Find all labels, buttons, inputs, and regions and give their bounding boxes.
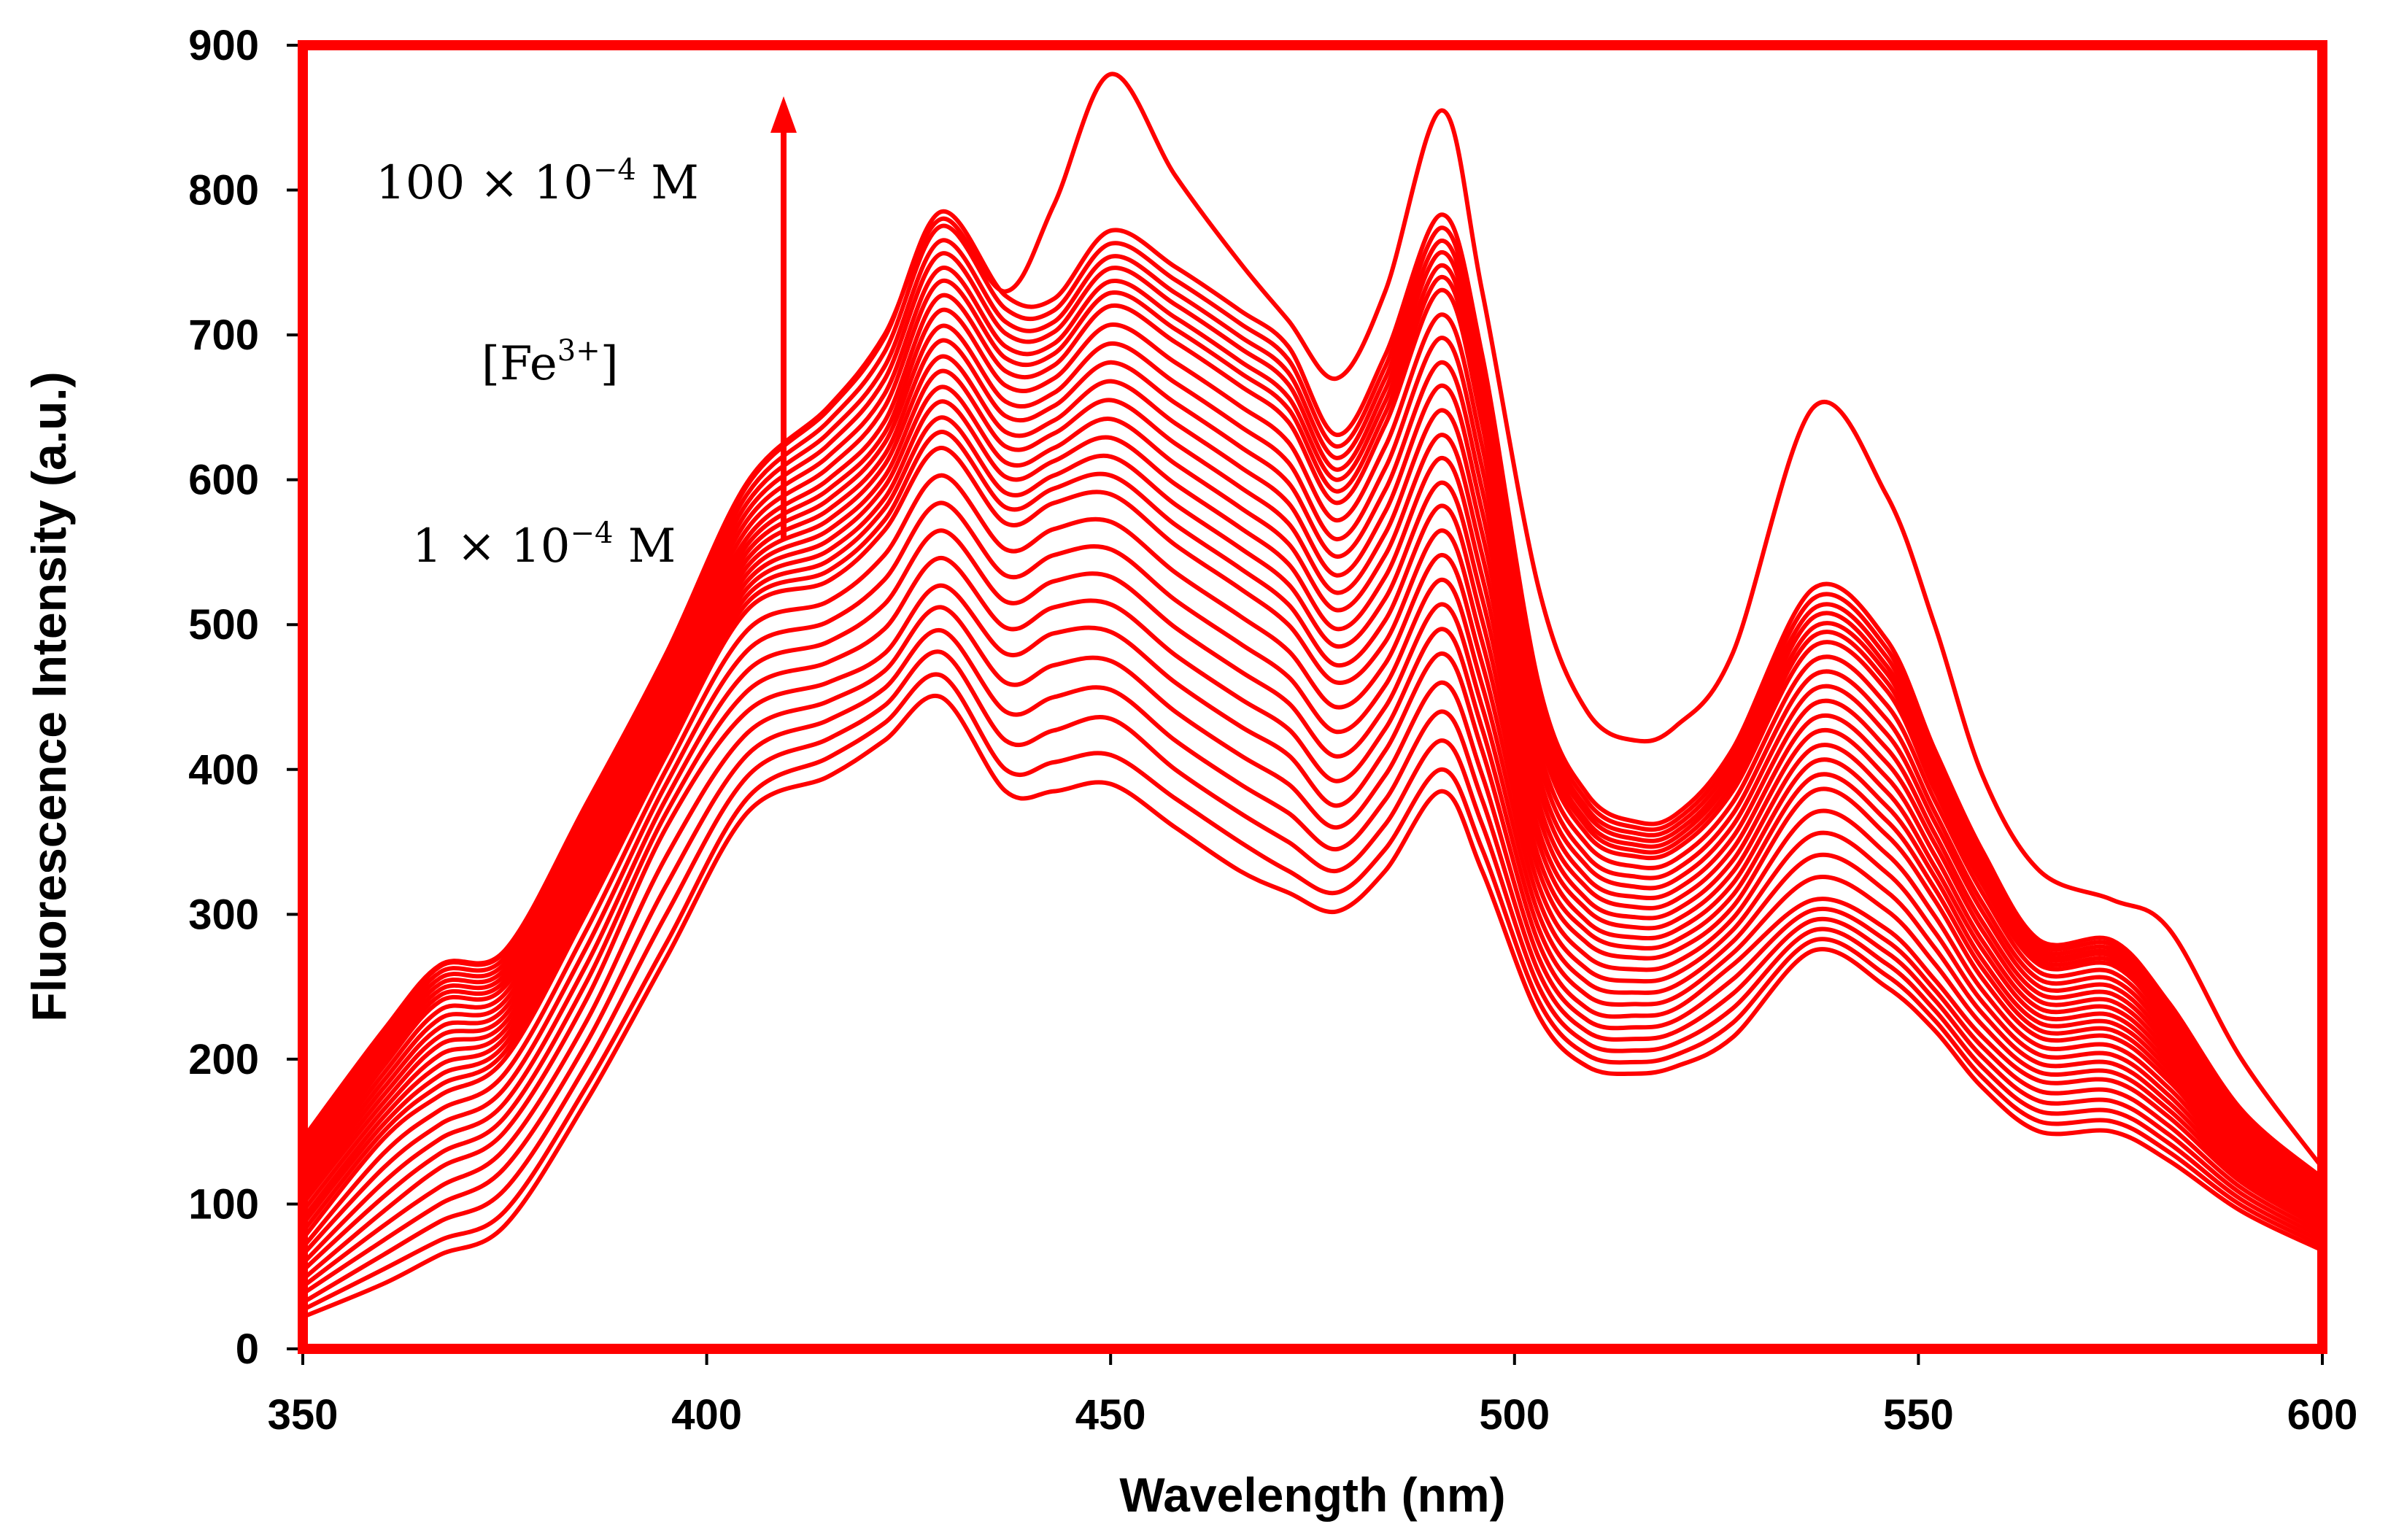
y-axis-ticks: 0 100 200 300 400 500 600 700 800 900 xyxy=(188,22,303,1373)
spectrum-line-20 xyxy=(301,307,2325,1191)
x-tick-label: 350 xyxy=(268,1391,339,1439)
spectrum-line-26 xyxy=(301,223,2325,1182)
x-tick-label: 500 xyxy=(1479,1391,1550,1439)
y-tick-label: 600 xyxy=(188,457,259,504)
spectrum-line-6 xyxy=(301,583,2325,1282)
spectrum-line-2 xyxy=(301,672,2325,1312)
y-tick-label: 300 xyxy=(188,891,259,938)
spectrum-line-16 xyxy=(301,368,2325,1207)
x-axis-title: Wavelength (nm) xyxy=(1119,1468,1505,1522)
spectrum-line-3 xyxy=(301,649,2325,1305)
spectrum-line-10 xyxy=(301,473,2325,1250)
spectrum-line-1 xyxy=(301,693,2325,1320)
spectrum-line-24 xyxy=(301,249,2325,1185)
concentration-annotation: 100 × 10−4 M [Fe3+] 1 × 10−4 M xyxy=(376,96,797,573)
y-tick-label: 200 xyxy=(188,1036,259,1083)
y-tick-label: 0 xyxy=(236,1326,259,1373)
x-tick-label: 600 xyxy=(2287,1391,2358,1439)
spectrum-line-13 xyxy=(301,415,2325,1227)
x-tick-label: 450 xyxy=(1075,1391,1146,1439)
spectrum-line-28 xyxy=(301,71,2325,1170)
spectrum-line-17 xyxy=(301,354,2325,1201)
spectrum-line-12 xyxy=(301,430,2325,1234)
spectra-series xyxy=(301,71,2325,1320)
spectrum-line-18 xyxy=(301,338,2325,1196)
x-axis-ticks: 350 400 450 500 550 600 xyxy=(268,1349,2358,1439)
spectrum-line-14 xyxy=(301,399,2325,1221)
spectrum-line-23 xyxy=(301,263,2325,1185)
spectrum-line-7 xyxy=(301,555,2325,1273)
spectrum-line-21 xyxy=(301,287,2325,1188)
y-tick-label: 500 xyxy=(188,601,259,649)
spectrum-line-4 xyxy=(301,628,2325,1296)
spectrum-line-9 xyxy=(301,500,2325,1257)
plot-frame xyxy=(298,40,2327,1354)
y-tick-label: 800 xyxy=(188,167,259,214)
spectrum-line-15 xyxy=(301,384,2325,1214)
y-axis-title: Fluorescence Intensity (a.u.) xyxy=(22,371,76,1021)
x-tick-label: 400 xyxy=(671,1391,742,1439)
spectrum-line-22 xyxy=(301,274,2325,1186)
species-label: [Fe3+] xyxy=(482,334,619,391)
increase-arrow-head-icon xyxy=(770,96,797,133)
y-tick-label: 100 xyxy=(188,1180,259,1228)
spectrum-line-8 xyxy=(301,528,2325,1266)
bottom-concentration-label: 1 × 10−4 M xyxy=(412,516,676,573)
y-tick-label: 400 xyxy=(188,746,259,794)
x-tick-label: 550 xyxy=(1883,1391,1954,1439)
spectrum-line-11 xyxy=(301,446,2325,1242)
spectrum-line-5 xyxy=(301,605,2325,1289)
y-tick-label: 700 xyxy=(188,312,259,359)
y-tick-label: 900 xyxy=(188,22,259,69)
spectrum-line-25 xyxy=(301,238,2325,1183)
spectrum-line-19 xyxy=(301,323,2325,1193)
top-concentration-label: 100 × 10−4 M xyxy=(376,153,699,210)
